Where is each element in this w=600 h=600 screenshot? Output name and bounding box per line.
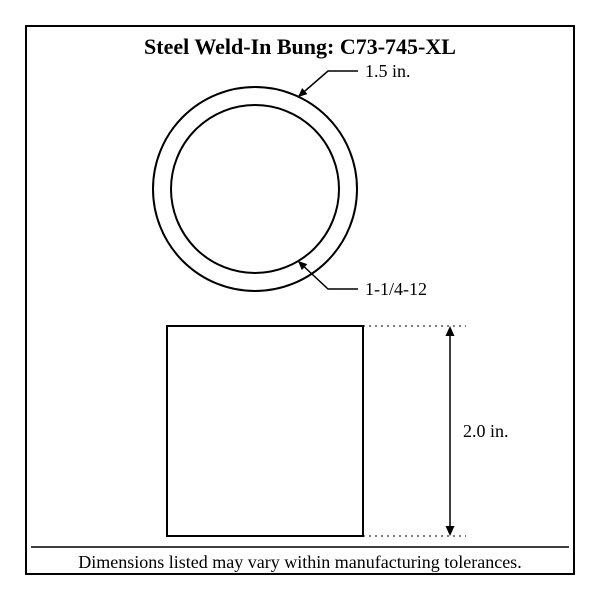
thread-spec-label: 1-1/4-12 xyxy=(365,279,427,300)
outer-diameter-label: 1.5 in. xyxy=(365,61,411,82)
tolerance-note: Dimensions listed may vary within manufa… xyxy=(0,552,600,573)
height-dimension-label: 2.0 in. xyxy=(463,421,509,442)
technical-drawing xyxy=(0,0,600,600)
